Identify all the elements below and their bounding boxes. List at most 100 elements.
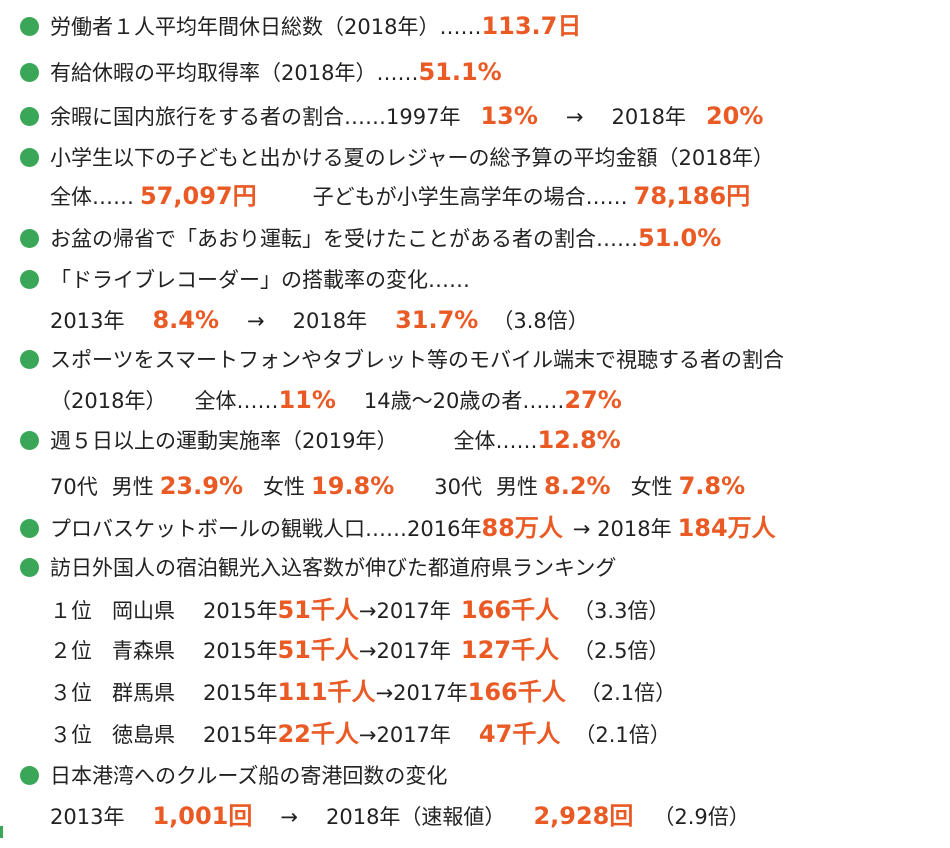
year: 2017年 (376, 723, 451, 747)
bullet-dot-icon (20, 766, 39, 785)
list-item-detail: 2013年 8.4% → 2018年 31.7% （3.8倍） (50, 300, 589, 340)
detail-year: 2013年 (50, 805, 125, 829)
detail-year: 2018年（速報値） (325, 805, 506, 829)
detail-ratio: （3.8倍） (492, 309, 589, 333)
ratio: （2.1倍） (574, 723, 671, 747)
list-item: 「ドライブレコーダー」の搭載率の変化…… (20, 260, 470, 300)
prefecture: 岡山県 (112, 599, 175, 623)
detail-value: 57,097円 (140, 182, 257, 210)
detail-value: 27% (564, 386, 622, 414)
bullet-dot-icon (20, 107, 39, 126)
detail-label: 女性 (630, 475, 673, 499)
detail-value: 19.8% (311, 472, 395, 500)
year: 2015年 (203, 723, 278, 747)
detail-label: 70代 (50, 475, 98, 499)
detail-value: 78,186円 (633, 182, 751, 210)
ratio: （2.5倍） (573, 639, 670, 663)
list-item-detail: （2018年） 全体……11% 14歳～20歳の者……27% (50, 380, 622, 420)
list-item: 労働者１人平均年間休日総数（2018年）……113.7日 (20, 6, 581, 46)
arrow: → (358, 599, 377, 623)
list-item-detail: 2013年 1,001回 → 2018年（速報値） 2,928回 （2.9倍） (50, 796, 750, 836)
item-label: プロバスケットボールの観戦人口……2016年 (50, 517, 482, 541)
rank: ２位 (50, 639, 92, 663)
item-value: 13% (480, 102, 538, 130)
list-item: プロバスケットボールの観戦人口……2016年88万人 → 2018年 184万人 (20, 508, 776, 548)
list-item-detail: 70代 男性 23.9% 女性 19.8% 30代 男性 8.2% 女性 7.8% (50, 466, 745, 506)
item-label: スポーツをスマートフォンやタブレット等のモバイル端末で視聴する者の割合 (50, 348, 784, 372)
ranking-row: ２位 青森県 2015年51千人→2017年 127千人 （2.5倍） (50, 630, 669, 670)
list-item: お盆の帰省で「あおり運転」を受けたことがある者の割合……51.0% (20, 218, 721, 258)
year: 2017年 (393, 681, 468, 705)
item-label: お盆の帰省で「あおり運転」を受けたことがある者の割合…… (50, 227, 638, 251)
value-2015: 51千人 (277, 596, 359, 624)
item-label: 労働者１人平均年間休日総数（2018年）…… (50, 15, 482, 39)
ratio: （3.3倍） (573, 599, 670, 623)
item-value: 184万人 (677, 514, 776, 542)
detail-label: 30代 (434, 475, 482, 499)
item-value: 12.8% (537, 426, 621, 454)
item-label: 訪日外国人の宿泊観光入込客数が伸びた都道府県ランキング (50, 556, 617, 580)
bullet-dot-icon (20, 270, 39, 289)
item-value: 113.7日 (481, 12, 582, 40)
bullet-dot-icon (20, 148, 39, 167)
arrow: → (358, 639, 377, 663)
year: 2015年 (203, 599, 278, 623)
year: 2015年 (203, 681, 278, 705)
year: 2017年 (376, 599, 451, 623)
detail-ratio: （2.9倍） (653, 805, 750, 829)
value-2015: 111千人 (277, 678, 376, 706)
bullet-dot-icon (20, 229, 39, 248)
detail-year: （2018年） (50, 389, 167, 413)
detail-value: 1,001回 (152, 802, 253, 830)
list-item: 余暇に国内旅行をする者の割合……1997年 13% → 2018年 20% (20, 96, 763, 136)
value-2015: 22千人 (277, 720, 359, 748)
list-item: 日本港湾へのクルーズ船の寄港回数の変化 (20, 756, 447, 796)
item-label: 有給休暇の平均取得率（2018年）…… (50, 61, 419, 85)
ranking-row: ３位 群馬県 2015年111千人→2017年166千人 （2.1倍） (50, 672, 676, 712)
item-label: 全体…… (453, 429, 538, 453)
detail-label: 全体…… (50, 185, 134, 209)
list-item: 小学生以下の子どもと出かける夏のレジャーの総予算の平均金額（2018年） (20, 138, 774, 178)
ratio: （2.1倍） (579, 681, 677, 705)
detail-value: 2,928回 (533, 802, 634, 830)
arrow: → (358, 723, 377, 747)
detail-year: 2018年 (292, 309, 368, 333)
bullet-dot-icon (20, 350, 39, 369)
prefecture: 徳島県 (112, 723, 175, 747)
item-value: 51.0% (638, 224, 722, 252)
bullet-dot-icon (20, 431, 39, 450)
detail-label: 女性 (263, 475, 305, 499)
list-item: 有給休暇の平均取得率（2018年）……51.1% (20, 52, 502, 92)
item-label: 週５日以上の運動実施率（2019年） (50, 429, 398, 453)
item-label: 余暇に国内旅行をする者の割合……1997年 (50, 105, 461, 129)
value-2017: 127千人 (460, 636, 560, 664)
value-2017: 47千人 (478, 720, 561, 748)
year: 2015年 (203, 639, 278, 663)
detail-label: 全体…… (194, 389, 279, 413)
detail-label: 14歳～20歳の者…… (363, 389, 565, 413)
ranking-row: １位 岡山県 2015年51千人→2017年 166千人 （3.3倍） (50, 590, 669, 630)
detail-label: 男性 (111, 475, 154, 499)
edge-mark (0, 826, 3, 838)
rank: ３位 (50, 681, 92, 705)
detail-label: 男性 (496, 475, 538, 499)
detail-value: 31.7% (395, 306, 479, 334)
item-label: 日本港湾へのクルーズ船の寄港回数の変化 (50, 764, 448, 788)
arrow: → (247, 309, 265, 333)
item-year: 2018年 (611, 105, 686, 129)
item-value: 20% (705, 102, 764, 130)
detail-value: 23.9% (159, 472, 243, 500)
item-label: → 2018年 (572, 517, 672, 541)
rank: １位 (50, 599, 92, 623)
value-2017: 166千人 (467, 678, 566, 706)
bullet-dot-icon (20, 63, 39, 82)
arrow: → (280, 805, 298, 829)
list-item: スポーツをスマートフォンやタブレット等のモバイル端末で視聴する者の割合 (20, 340, 784, 380)
detail-value: 7.8% (678, 472, 746, 500)
detail-label: 子どもが小学生高学年の場合…… (312, 185, 628, 209)
arrow: → (565, 105, 584, 129)
item-label: 小学生以下の子どもと出かける夏のレジャーの総予算の平均金額（2018年） (50, 146, 774, 170)
arrow: → (375, 681, 394, 705)
value-2017: 166千人 (460, 596, 560, 624)
